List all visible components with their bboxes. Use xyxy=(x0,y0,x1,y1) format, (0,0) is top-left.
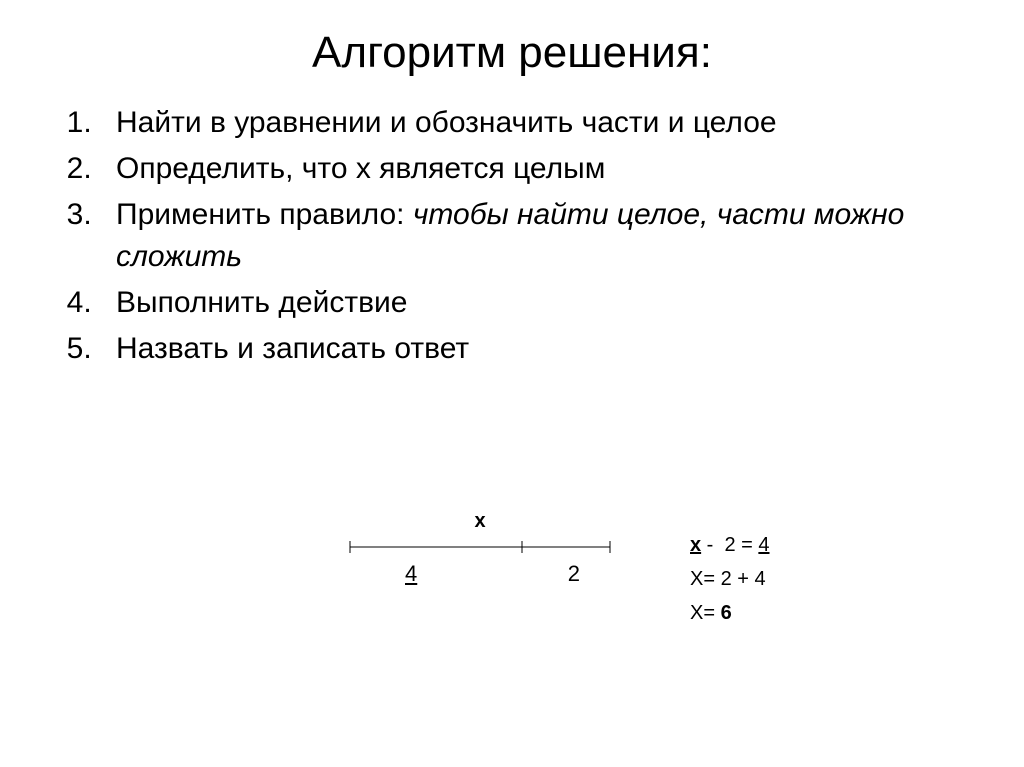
page-title: Алгоритм решения: xyxy=(40,28,984,78)
eq3-pre: Х= xyxy=(690,602,721,624)
slide: Алгоритм решения: Найти в уравнении и об… xyxy=(0,0,1024,767)
equation-2: Х= 2 + 4 xyxy=(690,562,770,596)
eq1-x: х xyxy=(690,534,701,556)
equations: х - 2 = 4 Х= 2 + 4 Х= 6 xyxy=(690,528,770,630)
eq1-r: 4 xyxy=(758,534,769,556)
equation-1: х - 2 = 4 xyxy=(690,528,770,562)
algorithm-steps: Найти в уравнении и обозначить части и ц… xyxy=(80,102,984,370)
diagram-top-label: х xyxy=(330,510,630,533)
segment-svg xyxy=(340,535,620,559)
step-1: Найти в уравнении и обозначить части и ц… xyxy=(100,102,944,144)
diagram-bottom-labels: 4 2 xyxy=(350,561,610,587)
segment-diagram: х 4 2 xyxy=(330,510,630,587)
step-5: Назвать и записать ответ xyxy=(100,328,944,370)
step-3: Применить правило: чтобы найти целое, ча… xyxy=(100,194,944,278)
step-2: Определить, что х является целым xyxy=(100,148,944,190)
equation-3: Х= 6 xyxy=(690,596,770,630)
diagram-left-label: 4 xyxy=(405,561,417,587)
eq1-mid: - 2 = xyxy=(701,534,758,556)
step-3-prefix: Применить правило: xyxy=(116,198,413,231)
diagram-right-label: 2 xyxy=(568,561,580,587)
bottom-area: х 4 2 х - 2 = 4 Х= 2 + 4 Х= 6 xyxy=(0,510,1024,630)
step-4: Выполнить действие xyxy=(100,282,944,324)
eq3-answer: 6 xyxy=(721,602,732,624)
